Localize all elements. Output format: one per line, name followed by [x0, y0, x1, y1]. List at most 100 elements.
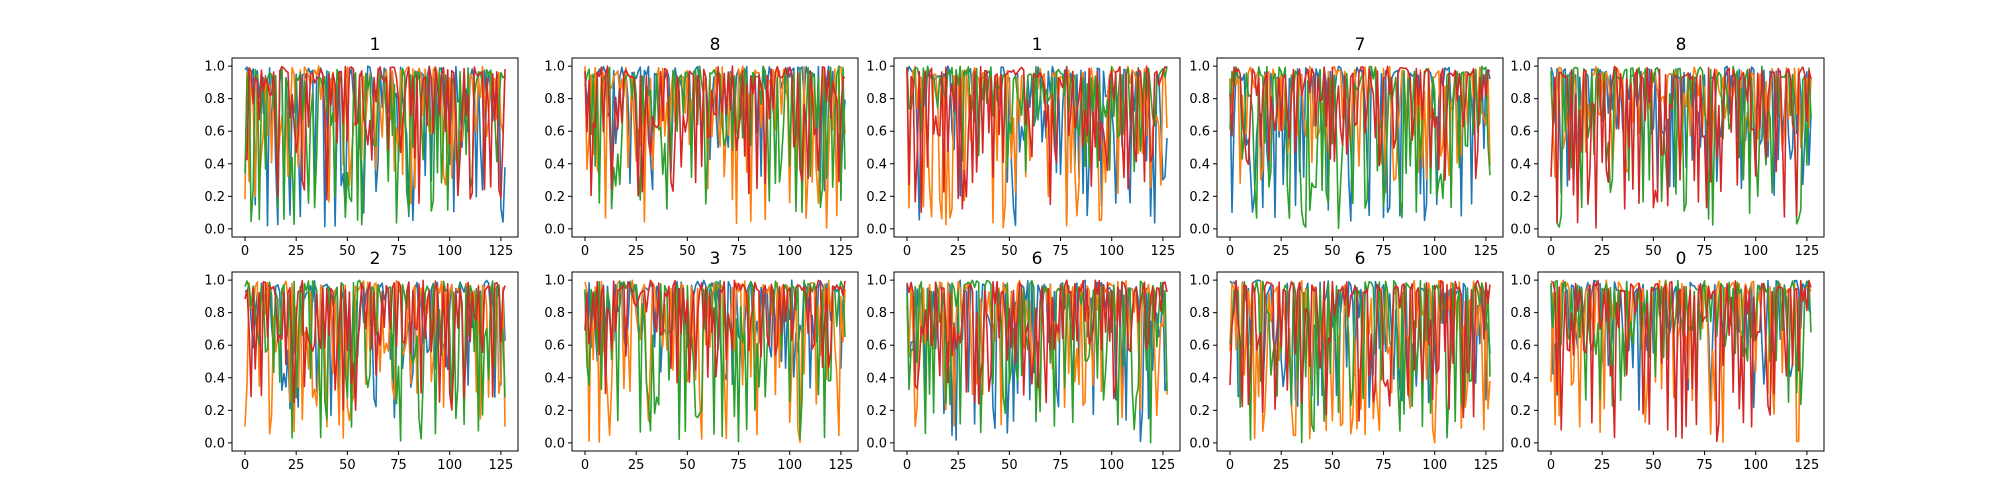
subplot-6: 0.0 0.2 0.4 0.6 0.8 1.0 0 25 50 75 100 125 3: [544, 249, 859, 473]
y-tick-label: 1.0: [204, 60, 225, 75]
x-tick-label: 75: [390, 244, 407, 259]
series-line-3: [1229, 65, 1491, 181]
subplot-title: 7: [1355, 35, 1366, 55]
y-tick-label: 0.2: [1189, 190, 1210, 205]
x-tick-label: 125: [828, 458, 853, 473]
y-tick-label: 0.0: [1189, 222, 1210, 237]
subplot-7: 0.0 0.2 0.4 0.6 0.8 1.0 0 25 50 75 100 125 6: [866, 249, 1181, 473]
axes-frame: [893, 57, 1181, 238]
subplot-title: 3: [710, 249, 721, 269]
series-line-2: [906, 279, 1168, 444]
x-tick-label: 0: [1547, 244, 1555, 259]
subplot-8: 0.0 0.2 0.4 0.6 0.8 1.0 0 25 50 75 100 125 6: [1189, 249, 1504, 473]
x-tick-label: 0: [903, 244, 911, 259]
y-tick-label: 0.0: [1510, 436, 1531, 451]
axes-frame: [231, 57, 519, 238]
axes-frame: [1537, 271, 1825, 452]
y-tick-label: 0.6: [204, 339, 225, 354]
x-tick-label: 25: [1273, 244, 1290, 259]
x-tick-label: 25: [950, 244, 967, 259]
x-tick-label: 75: [730, 244, 747, 259]
subplot-3: 0.0 0.2 0.4 0.6 0.8 1.0 0 25 50 75 100 125 7: [1189, 35, 1504, 259]
y-tick-label: 1.0: [866, 60, 887, 75]
y-tick-label: 1.0: [866, 274, 887, 289]
x-tick-label: 25: [288, 458, 305, 473]
y-tick-label: 0.6: [1189, 125, 1210, 140]
series-line-3: [1550, 65, 1812, 229]
x-tick-label: 50: [1645, 458, 1662, 473]
series-line-2: [906, 65, 1168, 173]
series-line-3: [584, 65, 846, 197]
series-line-3: [906, 65, 1168, 213]
y-tick-label: 0.8: [1510, 306, 1531, 321]
y-tick-label: 0.6: [204, 125, 225, 140]
x-tick-label: 25: [1594, 244, 1611, 259]
y-tick-label: 1.0: [544, 274, 565, 289]
x-tick-label: 125: [828, 244, 853, 259]
y-tick-label: 0.4: [1510, 157, 1531, 172]
series-line-3: [1550, 279, 1812, 443]
y-tick-label: 0.0: [544, 436, 565, 451]
y-tick-label: 0.4: [1189, 157, 1210, 172]
x-tick-label: 50: [1324, 458, 1341, 473]
x-tick-label: 0: [1547, 458, 1555, 473]
y-tick-label: 0.8: [204, 92, 225, 107]
x-tick-label: 25: [1594, 458, 1611, 473]
y-tick-label: 0.2: [1189, 404, 1210, 419]
x-tick-label: 0: [1226, 244, 1234, 259]
subplot-5: 0.0 0.2 0.4 0.6 0.8 1.0 0 25 50 75 100 125 2: [204, 249, 519, 473]
subplot-title: 8: [1676, 35, 1687, 55]
y-tick-label: 0.0: [544, 222, 565, 237]
x-tick-label: 0: [241, 458, 249, 473]
x-tick-label: 125: [1150, 458, 1175, 473]
y-tick-label: 0.8: [544, 306, 565, 321]
y-tick-label: 0.8: [1510, 92, 1531, 107]
series-line-3: [244, 279, 506, 412]
y-tick-label: 1.0: [1510, 60, 1531, 75]
x-tick-label: 0: [581, 458, 589, 473]
x-tick-label: 100: [1743, 458, 1768, 473]
y-tick-label: 1.0: [544, 60, 565, 75]
x-tick-label: 75: [730, 458, 747, 473]
axes-frame: [1537, 57, 1825, 238]
x-tick-label: 0: [241, 244, 249, 259]
x-tick-label: 25: [628, 458, 645, 473]
y-tick-label: 0.8: [1189, 92, 1210, 107]
x-tick-label: 125: [1473, 244, 1498, 259]
x-tick-label: 50: [1001, 458, 1018, 473]
y-tick-label: 1.0: [1189, 60, 1210, 75]
y-tick-label: 0.6: [1189, 339, 1210, 354]
series-line-3: [584, 279, 846, 395]
x-tick-label: 125: [488, 244, 513, 259]
axes-frame: [893, 271, 1181, 452]
x-tick-label: 0: [581, 244, 589, 259]
series-line-3: [906, 279, 1168, 405]
series-line-3: [1229, 279, 1491, 422]
subplot-title: 1: [370, 35, 381, 55]
x-tick-label: 100: [1099, 244, 1124, 259]
x-tick-label: 75: [1052, 244, 1069, 259]
subplot-title: 1: [1032, 35, 1043, 55]
axes-frame: [571, 271, 859, 452]
x-tick-label: 100: [1422, 458, 1447, 473]
y-tick-label: 0.4: [866, 371, 887, 386]
x-tick-label: 75: [1696, 458, 1713, 473]
x-tick-label: 100: [437, 244, 462, 259]
x-tick-label: 50: [339, 244, 356, 259]
y-tick-label: 0.8: [1189, 306, 1210, 321]
subplot-1: 0.0 0.2 0.4 0.6 0.8 1.0 0 25 50 75 100 125 8: [544, 35, 859, 259]
y-tick-label: 0.6: [544, 125, 565, 140]
x-tick-label: 100: [777, 458, 802, 473]
subplot-4: 0.0 0.2 0.4 0.6 0.8 1.0 0 25 50 75 100 125 8: [1510, 35, 1825, 259]
x-tick-label: 75: [1052, 458, 1069, 473]
subplot-title: 0: [1676, 249, 1687, 269]
y-tick-label: 0.0: [204, 222, 225, 237]
y-tick-label: 0.6: [866, 125, 887, 140]
y-tick-label: 0.4: [1189, 371, 1210, 386]
series-line-3: [244, 65, 506, 204]
y-tick-label: 0.2: [1510, 190, 1531, 205]
x-tick-label: 25: [950, 458, 967, 473]
y-tick-label: 0.8: [544, 92, 565, 107]
x-tick-label: 50: [1001, 244, 1018, 259]
